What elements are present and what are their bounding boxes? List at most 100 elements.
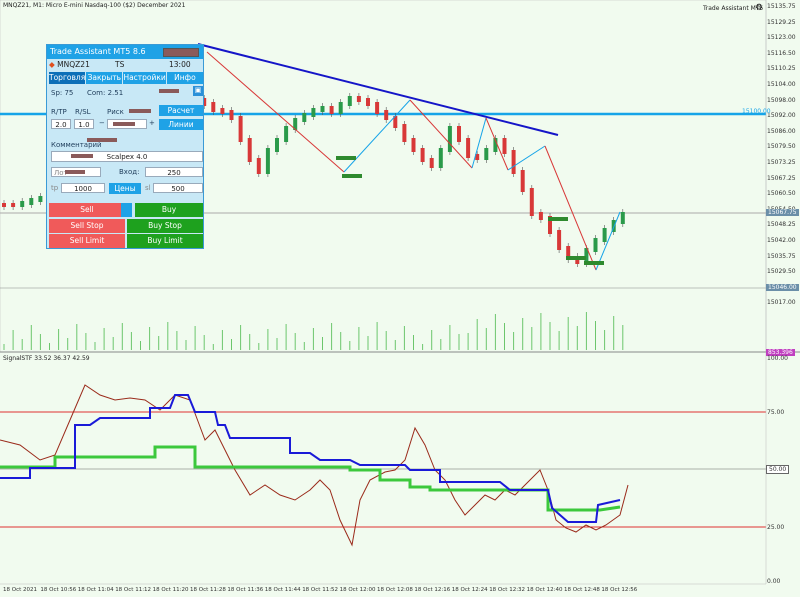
spread-label: Sp: 75 — [51, 89, 74, 97]
signal-marker — [342, 174, 362, 178]
redacted-bar — [129, 109, 151, 113]
candle — [438, 148, 443, 168]
redacted-bar — [159, 89, 179, 93]
signal-marker — [336, 156, 356, 160]
candle — [620, 212, 625, 224]
candle — [557, 230, 562, 250]
prices-button[interactable]: Цены — [109, 183, 141, 194]
candle — [566, 246, 571, 260]
ts-label: TS — [115, 60, 125, 69]
time-axis-label: 18 Oct 12:24 — [451, 587, 488, 593]
candle — [548, 216, 552, 234]
sub-level-50: 50.00 — [766, 465, 790, 474]
redacted-bar — [87, 138, 117, 142]
time-axis-label: 18 Oct 12:08 — [377, 587, 413, 593]
screenshot-icon[interactable]: ▣ — [193, 86, 203, 96]
candle — [320, 106, 325, 112]
sell-limit-button[interactable]: Sell Limit — [49, 234, 125, 248]
zigzag-segment — [595, 211, 621, 271]
sub-level-75: 75.00 — [767, 409, 785, 416]
signal-blue-line — [0, 394, 621, 523]
candle — [302, 113, 307, 122]
panel-minimize-icon[interactable] — [163, 48, 199, 57]
time-axis-label: 18 Oct 11:36 — [227, 587, 264, 593]
risk-minus-icon[interactable]: − — [99, 119, 105, 127]
candle — [20, 201, 25, 207]
price-axis-label: 15129.25 — [767, 18, 796, 26]
sl-input[interactable]: 500 — [153, 183, 203, 193]
tab-close[interactable]: Закрыть — [86, 72, 123, 84]
buy-limit-button[interactable]: Buy Limit — [127, 234, 203, 248]
rtp-label: R/TP — [51, 108, 67, 116]
sl-label: sl — [145, 184, 151, 192]
tab-info[interactable]: Инфо — [166, 72, 204, 84]
candle — [356, 96, 361, 102]
trendline — [197, 43, 559, 136]
candle — [211, 102, 216, 112]
comment-input[interactable]: Scalpex 4.0 — [51, 151, 203, 162]
panel-tabs[interactable]: Торговля Закрыть Настройки Инфо — [49, 72, 204, 84]
zigzag-segment — [544, 145, 597, 271]
zigzag-segment — [409, 99, 473, 169]
time-axis-label: 18 Oct 12:32 — [489, 587, 526, 593]
time-axis-label: 18 Oct 11:12 — [115, 587, 152, 593]
candle — [338, 102, 343, 114]
lines-button[interactable]: Линии — [159, 119, 203, 130]
indicator-icon[interactable]: ⚙ — [755, 3, 764, 13]
candle — [411, 138, 416, 152]
sub-level-0: 0.00 — [767, 578, 781, 585]
level-line-label: 15100.00 — [742, 108, 771, 115]
trade-assistant-panel[interactable]: Trade Assistant MT5 8.6 ◆ MNQZ21 TS 13:0… — [46, 44, 204, 249]
sub-level-100: 100.00 — [767, 355, 788, 362]
candle — [466, 138, 471, 158]
candle — [220, 108, 225, 114]
rtp-input[interactable]: 2.0 — [51, 119, 71, 129]
signal-marker — [566, 256, 586, 260]
price-axis-label: 15104.00 — [767, 81, 796, 88]
tab-settings[interactable]: Настройки — [123, 72, 166, 84]
sell-button[interactable]: Sell — [49, 203, 125, 217]
price-axis-label: 15048.25 — [767, 221, 796, 229]
tp-input[interactable]: 1000 — [61, 183, 105, 193]
time-axis-label: 18 Oct 11:20 — [152, 587, 189, 593]
panel-title-bar[interactable]: Trade Assistant MT5 8.6 — [47, 45, 203, 59]
zigzag-segment — [485, 117, 509, 171]
candle — [593, 238, 598, 252]
rsl-input[interactable]: 1.0 — [74, 119, 94, 129]
price-axis-label: 15135.75 — [767, 3, 796, 10]
symbol-diamond-icon: ◆ — [49, 60, 55, 69]
redacted-bar — [71, 154, 93, 158]
candle — [538, 212, 543, 220]
candle — [329, 106, 334, 114]
candle — [529, 188, 534, 216]
candle — [202, 98, 207, 106]
risk-plus-icon[interactable]: + — [149, 119, 155, 127]
price-axis-label: 15067.25 — [767, 174, 796, 182]
sub-chart-header: SignalSTF 33.52 36.37 42.59 — [3, 355, 90, 362]
signal-marker — [548, 217, 568, 221]
candle — [11, 203, 16, 207]
candle — [284, 126, 289, 142]
time-axis-label: 18 Oct 11:28 — [190, 587, 226, 593]
candle — [493, 138, 498, 152]
time-axis-label: 18 Oct 12:00 — [339, 587, 376, 593]
entry-input[interactable]: 250 — [145, 167, 203, 177]
sell-stop-button[interactable]: Sell Stop — [49, 219, 125, 233]
candle — [293, 118, 298, 130]
buy-button[interactable]: Buy — [135, 203, 203, 217]
lot-calc-button[interactable]: Расчет лота — [159, 105, 203, 126]
symbol-name: MNQZ21 — [57, 60, 90, 69]
candle — [247, 138, 252, 162]
candle — [375, 102, 380, 114]
time-axis-label: 18 Oct 12:56 — [601, 587, 638, 593]
price-axis-label: 15017.00 — [767, 299, 796, 307]
spread-toggle-button[interactable] — [121, 203, 132, 217]
redacted-bar — [113, 122, 135, 126]
indicator-name: Trade Assistant MT5 — [703, 5, 764, 12]
time-axis-label: 18 Oct 12:16 — [414, 587, 451, 593]
candle — [2, 203, 6, 207]
signal-brown-line — [0, 384, 629, 547]
tab-trade[interactable]: Торговля — [49, 72, 86, 84]
buy-stop-button[interactable]: Buy Stop — [127, 219, 203, 233]
price-axis-label: 15086.00 — [767, 127, 796, 135]
